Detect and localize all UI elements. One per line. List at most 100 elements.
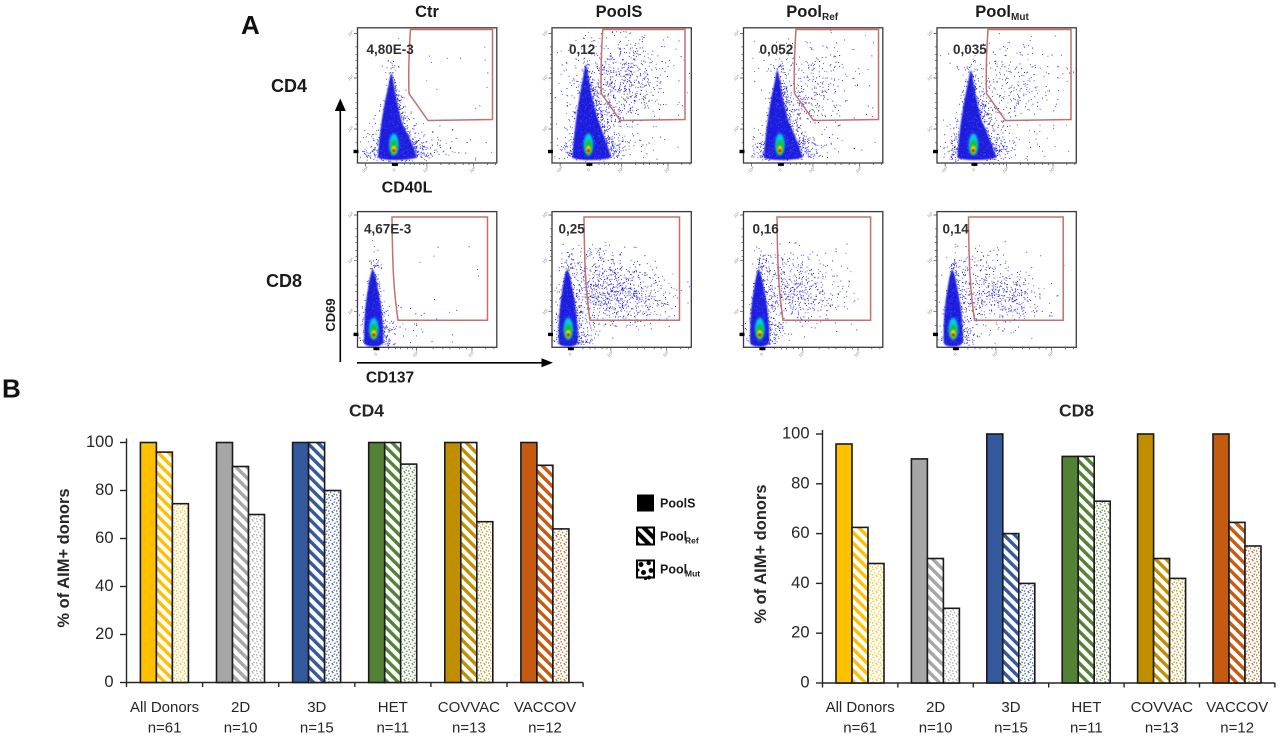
- svg-text:Mut: Mut: [685, 569, 700, 579]
- svg-text:80: 80: [791, 474, 809, 492]
- svg-text:-104: -104: [939, 165, 949, 174]
- svg-text:105: 105: [926, 307, 935, 315]
- svg-text:20: 20: [95, 625, 113, 643]
- svg-text:Pool: Pool: [660, 563, 687, 577]
- svg-text:n=10: n=10: [919, 720, 953, 736]
- svg-text:60: 60: [791, 524, 809, 542]
- svg-text:n=12: n=12: [1220, 720, 1254, 736]
- svg-text:VACCOV: VACCOV: [514, 699, 576, 716]
- svg-text:-104: -104: [360, 165, 370, 174]
- svg-text:105: 105: [663, 165, 672, 173]
- svg-text:n=13: n=13: [1145, 720, 1179, 736]
- svg-text:105: 105: [541, 210, 550, 218]
- svg-text:n=11: n=11: [1070, 720, 1103, 736]
- svg-text:4,80E-3: 4,80E-3: [367, 42, 415, 57]
- svg-text:0: 0: [104, 673, 113, 691]
- svg-text:0,25: 0,25: [559, 221, 586, 236]
- svg-text:0: 0: [759, 351, 764, 357]
- svg-text:105: 105: [346, 307, 355, 315]
- svg-text:All Donors: All Donors: [826, 699, 895, 716]
- svg-text:105: 105: [732, 256, 741, 264]
- svg-text:104: 104: [808, 165, 817, 173]
- svg-text:4,67E-3: 4,67E-3: [364, 221, 412, 236]
- svg-text:104: 104: [1001, 165, 1010, 173]
- svg-text:105: 105: [346, 124, 355, 132]
- svg-text:0,12: 0,12: [569, 42, 595, 57]
- svg-text:105: 105: [541, 124, 550, 132]
- svg-text:104: 104: [422, 165, 431, 173]
- svg-text:0,14: 0,14: [943, 221, 970, 236]
- svg-text:PoolS: PoolS: [660, 497, 695, 511]
- svg-text:105: 105: [1048, 165, 1057, 173]
- svg-text:105: 105: [468, 165, 477, 173]
- svg-text:0,052: 0,052: [760, 42, 794, 57]
- svg-text:COVVAC: COVVAC: [438, 699, 500, 716]
- svg-text:2D: 2D: [926, 699, 945, 716]
- svg-text:PoolS: PoolS: [596, 3, 643, 21]
- svg-text:105: 105: [541, 256, 550, 264]
- svg-text:105: 105: [732, 307, 741, 315]
- svg-text:All Donors: All Donors: [130, 699, 199, 716]
- svg-text:104: 104: [797, 350, 806, 358]
- svg-text:40: 40: [95, 577, 113, 595]
- svg-text:0: 0: [392, 167, 397, 173]
- svg-text:% of AIM+ donors: % of AIM+ donors: [55, 488, 73, 627]
- svg-text:CD69: CD69: [323, 298, 338, 331]
- svg-text:Pool: Pool: [786, 3, 822, 21]
- svg-text:105: 105: [732, 124, 741, 132]
- svg-text:40: 40: [791, 574, 809, 592]
- svg-text:CD137: CD137: [366, 370, 414, 387]
- svg-text:B: B: [2, 374, 21, 404]
- svg-text:100: 100: [86, 433, 114, 451]
- svg-text:105: 105: [346, 256, 355, 264]
- svg-text:% of AIM+ donors: % of AIM+ donors: [752, 484, 770, 623]
- svg-text:105: 105: [854, 165, 863, 173]
- svg-text:104: 104: [991, 350, 1000, 358]
- svg-text:105: 105: [1046, 350, 1055, 358]
- svg-text:Mut: Mut: [1011, 12, 1029, 23]
- svg-text:105: 105: [661, 350, 670, 358]
- svg-text:0: 0: [778, 167, 783, 173]
- svg-text:105: 105: [467, 350, 476, 358]
- svg-text:105: 105: [346, 73, 355, 81]
- svg-text:n=61: n=61: [843, 720, 877, 736]
- svg-text:n=11: n=11: [376, 720, 409, 736]
- svg-text:n=10: n=10: [224, 720, 258, 736]
- svg-text:CD40L: CD40L: [382, 180, 433, 197]
- svg-text:3D: 3D: [307, 699, 326, 716]
- svg-text:COVVAC: COVVAC: [1131, 699, 1193, 716]
- svg-text:105: 105: [853, 350, 862, 358]
- svg-text:CD8: CD8: [266, 271, 302, 291]
- svg-text:105: 105: [732, 29, 741, 37]
- svg-text:105: 105: [926, 124, 935, 132]
- svg-text:80: 80: [95, 481, 113, 499]
- svg-text:104: 104: [606, 350, 615, 358]
- svg-text:CD4: CD4: [271, 76, 307, 96]
- svg-text:105: 105: [541, 29, 550, 37]
- svg-text:105: 105: [346, 210, 355, 218]
- svg-text:105: 105: [732, 210, 741, 218]
- svg-text:-104: -104: [746, 165, 756, 174]
- svg-text:105: 105: [541, 307, 550, 315]
- svg-text:104: 104: [411, 350, 420, 358]
- svg-text:-104: -104: [554, 165, 564, 174]
- svg-text:Pool: Pool: [660, 530, 687, 544]
- svg-text:105: 105: [346, 29, 355, 37]
- svg-text:Pool: Pool: [975, 3, 1011, 21]
- svg-text:n=61: n=61: [148, 720, 182, 736]
- svg-text:105: 105: [926, 256, 935, 264]
- svg-text:CD8: CD8: [1059, 401, 1094, 421]
- svg-text:0,16: 0,16: [753, 221, 780, 236]
- svg-text:n=13: n=13: [452, 720, 486, 736]
- svg-text:0: 0: [971, 167, 976, 173]
- svg-text:0: 0: [568, 351, 573, 357]
- svg-text:0: 0: [586, 167, 591, 173]
- svg-text:HET: HET: [378, 699, 408, 716]
- svg-text:105: 105: [541, 73, 550, 81]
- svg-text:n=15: n=15: [994, 720, 1028, 736]
- svg-text:Ref: Ref: [685, 536, 699, 546]
- svg-text:3D: 3D: [1001, 699, 1020, 716]
- svg-text:105: 105: [732, 73, 741, 81]
- svg-text:100: 100: [782, 425, 810, 443]
- svg-text:CD4: CD4: [349, 401, 384, 421]
